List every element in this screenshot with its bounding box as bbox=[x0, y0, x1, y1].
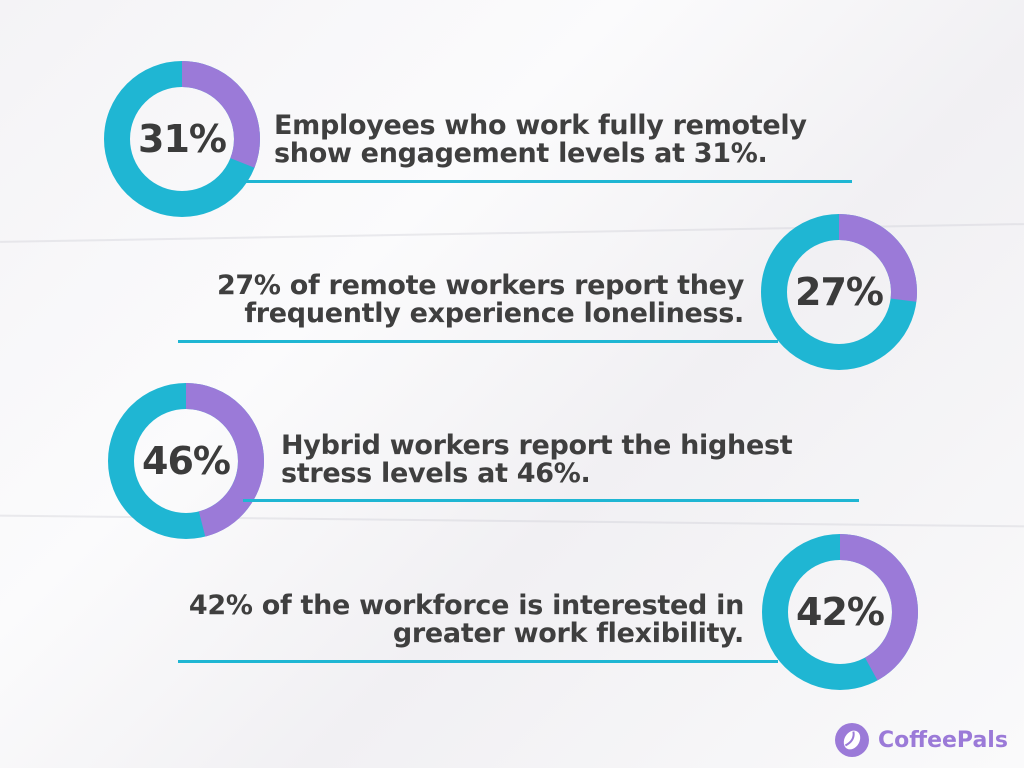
stat-line: Hybrid workers report the highest bbox=[281, 430, 793, 461]
brand-name: CoffeePals bbox=[878, 727, 1008, 753]
brand-logo: CoffeePals bbox=[834, 722, 1008, 758]
donut-percent-label: 31% bbox=[138, 117, 227, 161]
stat-description-3: Hybrid workers report the highest stress… bbox=[281, 430, 793, 489]
donut-svg bbox=[762, 534, 918, 690]
donut-value-segment bbox=[108, 383, 264, 539]
donut-svg bbox=[104, 61, 260, 217]
donut-value-segment bbox=[761, 214, 917, 370]
donut-percent-label: 27% bbox=[795, 270, 884, 314]
donut-svg bbox=[108, 383, 264, 539]
donut-chart-2: 27% bbox=[760, 213, 918, 371]
stat-line: show engagement levels at 31%. bbox=[274, 138, 768, 169]
stat-line: stress levels at 46%. bbox=[281, 458, 591, 489]
divider-line bbox=[240, 180, 852, 183]
donut-percent-label: 46% bbox=[142, 439, 231, 483]
donut-chart-3: 46% bbox=[107, 382, 265, 540]
donut-chart-1: 31% bbox=[103, 60, 261, 218]
divider-line bbox=[243, 499, 859, 502]
donut-svg bbox=[761, 214, 917, 370]
donut-value-segment bbox=[104, 61, 260, 217]
divider-line bbox=[178, 340, 778, 343]
donut-percent-label: 42% bbox=[796, 590, 885, 634]
stat-line: Employees who work fully remotely bbox=[274, 110, 807, 141]
donut-value-segment bbox=[762, 534, 918, 690]
divider-line bbox=[178, 660, 778, 663]
stat-line: 42% of the workforce is interested in bbox=[188, 590, 744, 621]
stat-line: greater work flexibility. bbox=[392, 618, 744, 649]
stat-line: frequently experience loneliness. bbox=[244, 298, 744, 329]
stat-line: 27% of remote workers report they bbox=[216, 270, 744, 301]
donut-chart-4: 42% bbox=[761, 533, 919, 691]
coffee-bean-icon bbox=[835, 723, 869, 757]
stat-description-1: Employees who work fully remotely show e… bbox=[274, 112, 807, 168]
stat-description-2: 27% of remote workers report they freque… bbox=[217, 272, 744, 328]
stat-description-4: 42% of the workforce is interested in gr… bbox=[189, 592, 744, 648]
